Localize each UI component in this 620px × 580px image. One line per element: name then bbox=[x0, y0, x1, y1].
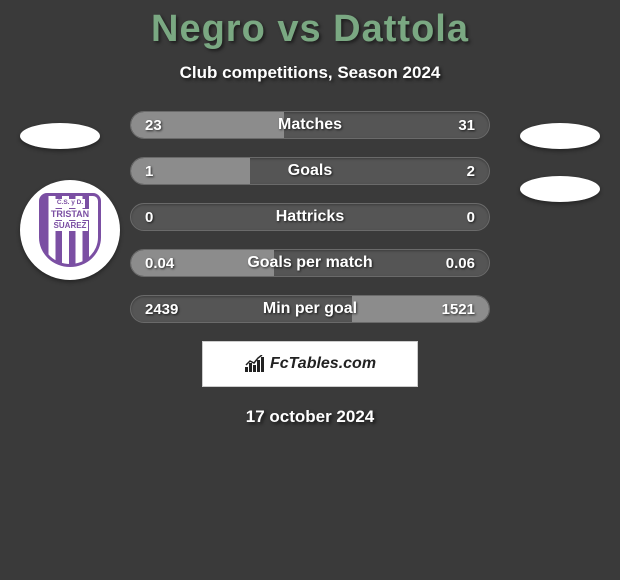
brand-chart-icon bbox=[244, 355, 266, 373]
stats-area: 23Matches31 1Goals2 0Hattricks0 0.04Goals p… bbox=[130, 111, 490, 323]
club-shield-icon: C.S. y D. TRISTAN SUAREZ bbox=[39, 193, 101, 267]
player1-club-badge: C.S. y D. TRISTAN SUAREZ bbox=[20, 180, 120, 280]
footer-date: 17 october 2024 bbox=[0, 407, 620, 427]
brand-box[interactable]: FcTables.com bbox=[202, 341, 418, 387]
player1-avatar-placeholder bbox=[20, 123, 100, 149]
club-text-line2: TRISTAN bbox=[49, 209, 91, 220]
stat-label: Goals bbox=[131, 158, 489, 184]
club-text-line1: C.S. y D. bbox=[55, 199, 85, 208]
stat-label: Matches bbox=[131, 112, 489, 138]
stat-row: 0Hattricks0 bbox=[130, 203, 490, 231]
stat-label: Hattricks bbox=[131, 204, 489, 230]
page-title: Negro vs Dattola bbox=[0, 8, 620, 51]
stat-row: 23Matches31 bbox=[130, 111, 490, 139]
stat-value-right: 2 bbox=[467, 158, 475, 184]
stat-value-right: 31 bbox=[458, 112, 475, 138]
stat-value-right: 0 bbox=[467, 204, 475, 230]
stat-value-right: 1521 bbox=[442, 296, 475, 322]
stat-row: 1Goals2 bbox=[130, 157, 490, 185]
stat-row: 2439Min per goal1521 bbox=[130, 295, 490, 323]
stat-row: 0.04Goals per match0.06 bbox=[130, 249, 490, 277]
comparison-card: Negro vs Dattola Club competitions, Seas… bbox=[0, 0, 620, 427]
player2-avatar-placeholder bbox=[520, 123, 600, 149]
club-text-line3: SUAREZ bbox=[52, 221, 89, 231]
brand-text: FcTables.com bbox=[270, 355, 376, 373]
stat-value-right: 0.06 bbox=[446, 250, 475, 276]
stat-label: Goals per match bbox=[131, 250, 489, 276]
stat-label: Min per goal bbox=[131, 296, 489, 322]
player2-club-placeholder bbox=[520, 176, 600, 202]
page-subtitle: Club competitions, Season 2024 bbox=[0, 63, 620, 83]
